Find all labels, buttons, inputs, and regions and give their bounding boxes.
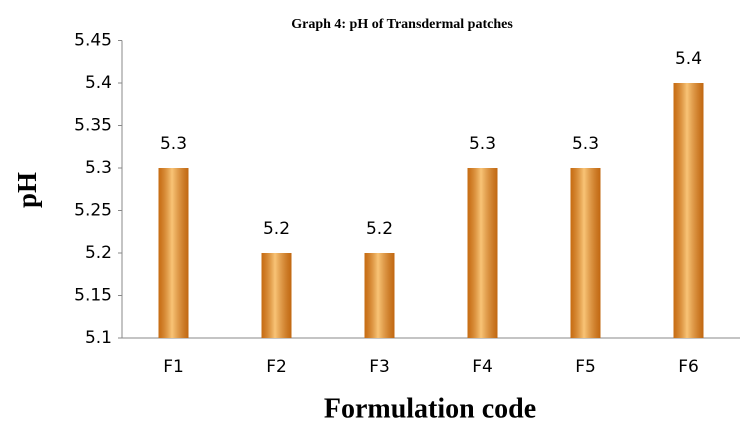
- chart-title: Graph 4: pH of Transdermal patches: [291, 17, 513, 32]
- bar-shine: [570, 168, 601, 338]
- y-tick-label: 5.4: [85, 73, 112, 93]
- value-label: 5.3: [469, 134, 496, 154]
- y-tick-label: 5.35: [74, 116, 112, 136]
- value-label: 5.3: [572, 134, 599, 154]
- y-tick-label: 5.1: [85, 328, 112, 348]
- x-tick-label: F5: [575, 357, 596, 377]
- y-tick-label: 5.25: [74, 201, 112, 221]
- y-tick-label: 5.45: [74, 31, 112, 51]
- x-tick-label: F6: [678, 357, 699, 377]
- x-tick-label: F1: [163, 357, 184, 377]
- value-label: 5.2: [263, 219, 290, 239]
- bar-shine: [673, 83, 704, 338]
- x-tick-label: F2: [266, 357, 287, 377]
- x-tick-label: F3: [369, 357, 390, 377]
- y-axis-label: pH: [12, 172, 42, 208]
- bar-shine: [364, 253, 395, 338]
- bar-shine: [467, 168, 498, 338]
- x-axis-label: Formulation code: [324, 393, 536, 424]
- bar-shine: [158, 168, 189, 338]
- bar-shine: [261, 253, 292, 338]
- x-tick-label: F4: [472, 357, 493, 377]
- y-tick-label: 5.3: [85, 158, 112, 178]
- value-label: 5.4: [675, 49, 702, 69]
- y-tick-label: 5.2: [85, 243, 112, 263]
- value-label: 5.2: [366, 219, 393, 239]
- y-tick-label: 5.15: [74, 286, 112, 306]
- value-label: 5.3: [160, 134, 187, 154]
